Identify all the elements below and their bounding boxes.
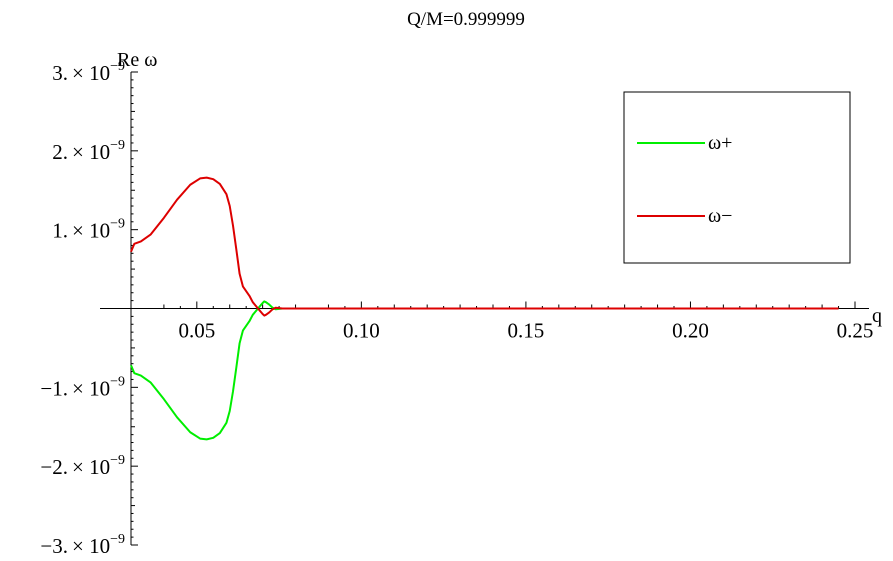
x-axis-label: q	[872, 305, 882, 327]
y-tick-label: −3. × 10−9	[40, 532, 125, 558]
y-tick-label: −1. × 10−9	[40, 374, 125, 400]
y-axis-label: Re ω	[117, 49, 157, 71]
x-tick-label: 0.20	[672, 319, 709, 343]
series-layer	[130, 176, 839, 441]
x-tick-label: 0.05	[178, 319, 215, 343]
legend-label-omega-minus: ω−	[708, 205, 732, 227]
tick-labels: 0.05 0.10 0.15 0.20 0.25 3. × 10−9 2. × 10−9 1. × …	[40, 59, 873, 558]
legend: ω+ ω−	[623, 91, 851, 264]
y-tick-label: −2. × 10−9	[40, 453, 125, 479]
series-line-omega-minus	[130, 176, 839, 317]
y-tick-label: 1. × 10−9	[52, 217, 125, 243]
legend-label-omega-plus: ω+	[708, 132, 732, 154]
legend-box	[623, 91, 851, 264]
series-line-omega-plus	[130, 300, 839, 441]
y-tick-label: 3. × 10−9	[52, 59, 125, 85]
chart-title: Q/M=0.999999	[407, 9, 525, 30]
y-tick-label: 2. × 10−9	[52, 138, 125, 164]
x-tick-label: 0.10	[343, 319, 380, 343]
x-tick-label: 0.25	[837, 319, 874, 343]
x-tick-label: 0.15	[508, 319, 545, 343]
